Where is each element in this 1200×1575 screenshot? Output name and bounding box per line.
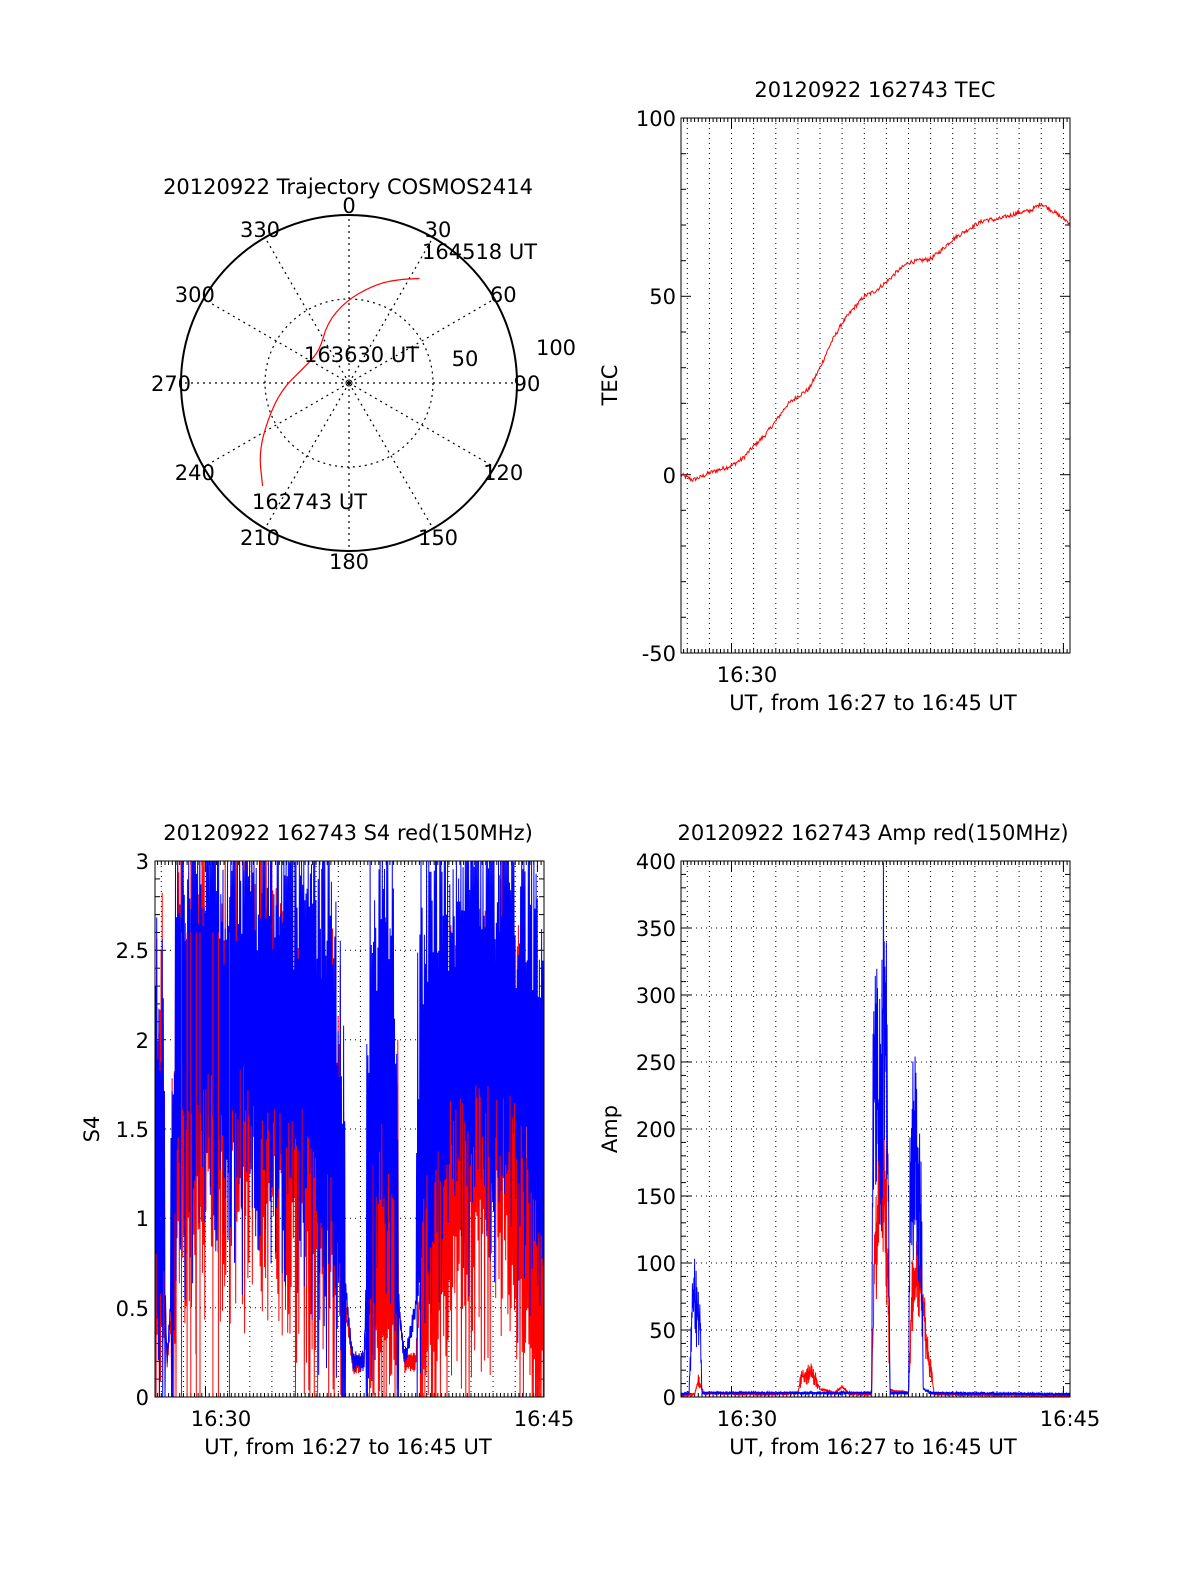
s4-ytick-label: 1	[136, 1207, 149, 1231]
amp-ytick-label: 200	[636, 1118, 676, 1142]
s4-ytick-label: 1.5	[116, 1118, 149, 1142]
azimuth-label: 300	[175, 283, 215, 307]
trajectory-line	[259, 277, 420, 487]
tec-frame	[680, 117, 1071, 654]
tec-ytick-label: 50	[649, 285, 676, 309]
trajectory-polar-plot: 20120922 Trajectory COSMOS2414 0 30 60 90 12…	[151, 175, 576, 574]
s4-y-axis-label: S4	[80, 1116, 104, 1143]
amp-x-axis-label: UT, from 16:27 to 16:45 UT	[729, 1435, 1017, 1459]
polar-center-mark	[345, 379, 353, 387]
azimuth-label: 150	[418, 526, 458, 550]
tec-ytick-label: 100	[636, 107, 676, 131]
amp-plot: 20120922 162743 Amp red(150MHz) 400 350 …	[598, 821, 1100, 1459]
amp-xtick-label: 16:30	[717, 1407, 778, 1431]
tec-plot: 20120922 162743 TEC 100 50 0 -50 16:30 U…	[598, 78, 1071, 715]
amp-blue-line	[680, 862, 1071, 1397]
amp-y-tick-labels: 400 350 300 250 200 150 100 50 0	[636, 850, 676, 1410]
tec-x-axis-label: UT, from 16:27 to 16:45 UT	[729, 691, 1017, 715]
tec-y-axis-label: TEC	[598, 365, 622, 407]
amp-ytick-label: 50	[649, 1319, 676, 1343]
amp-series	[680, 862, 1071, 1399]
polar-grid	[180, 214, 518, 552]
s4-frame	[154, 860, 545, 1398]
polar-spoke	[264, 382, 350, 529]
s4-xtick-label: 16:30	[191, 1407, 252, 1431]
annotation-163630-ut: 163630 UT	[304, 343, 419, 367]
tec-line	[680, 202, 1070, 483]
s4-x-axis-label: UT, from 16:27 to 16:45 UT	[204, 1435, 492, 1459]
azimuth-label: 240	[175, 461, 215, 485]
s4-ytick-label: 2	[136, 1029, 149, 1053]
polar-spoke	[348, 382, 434, 529]
tec-title: 20120922 162743 TEC	[754, 78, 995, 102]
polar-spoke	[264, 237, 350, 384]
azimuth-label: 0	[342, 194, 355, 218]
tec-ytick-label: -50	[642, 642, 676, 666]
amp-ytick-label: 300	[636, 984, 676, 1008]
amp-ytick-label: 100	[636, 1252, 676, 1276]
polar-spoke	[348, 237, 434, 384]
trajectory-path	[259, 277, 420, 487]
s4-xtick-label: 16:45	[514, 1407, 575, 1431]
s4-ytick-label: 0.5	[116, 1297, 149, 1321]
trajectory-title: 20120922 Trajectory COSMOS2414	[163, 175, 533, 199]
s4-ytick-label: 2.5	[116, 939, 149, 963]
tec-grid	[686, 118, 1064, 653]
polar-spoke	[203, 298, 350, 384]
azimuth-label: 210	[240, 526, 280, 550]
polar-outer-circle	[180, 214, 518, 552]
amp-title: 20120922 162743 Amp red(150MHz)	[677, 821, 1068, 845]
azimuth-label: 30	[425, 218, 452, 242]
s4-series	[154, 860, 545, 1398]
amp-ytick-label: 150	[636, 1185, 676, 1209]
amp-ytick-label: 0	[663, 1386, 676, 1410]
polar-spoke	[348, 382, 495, 468]
s4-y-tick-labels: 3 2.5 2 1.5 1 0.5 0	[116, 850, 149, 1410]
s4-title: 20120922 162743 S4 red(150MHz)	[163, 821, 533, 845]
tec-ytick-label: 0	[663, 464, 676, 488]
amp-ytick-label: 350	[636, 917, 676, 941]
amp-ytick-label: 250	[636, 1051, 676, 1075]
s4-ytick-label: 3	[136, 850, 149, 874]
radial-label-100: 100	[536, 336, 576, 360]
azimuth-label: 120	[483, 461, 523, 485]
azimuth-label: 60	[490, 283, 517, 307]
tec-ticks	[681, 117, 1070, 654]
azimuth-label: 180	[329, 550, 369, 574]
tec-y-tick-labels: 100 50 0 -50	[636, 107, 676, 666]
tec-series	[680, 202, 1070, 483]
s4-blue-line	[154, 860, 545, 1398]
radial-label-50: 50	[452, 347, 479, 371]
polar-azimuth-labels: 0 30 60 90 120 150 180 210 240 270 300 330	[151, 194, 540, 574]
tec-xtick-label: 16:30	[717, 663, 778, 687]
amp-xtick-label: 16:45	[1040, 1407, 1101, 1431]
azimuth-label: 270	[151, 372, 191, 396]
amp-ytick-label: 400	[636, 850, 676, 874]
s4-ytick-label: 0	[136, 1386, 149, 1410]
polar-spoke	[203, 382, 350, 468]
amp-frame	[680, 860, 1071, 1398]
polar-spoke	[348, 298, 495, 384]
azimuth-label: 330	[240, 218, 280, 242]
annotation-164518-ut: 164518 UT	[422, 240, 537, 264]
annotation-162743-ut: 162743 UT	[252, 490, 367, 514]
amp-y-axis-label: Amp	[598, 1105, 622, 1153]
azimuth-label: 90	[514, 372, 541, 396]
s4-plot: 20120922 162743 S4 red(150MHz) 3 2.5 2 1…	[80, 821, 574, 1459]
